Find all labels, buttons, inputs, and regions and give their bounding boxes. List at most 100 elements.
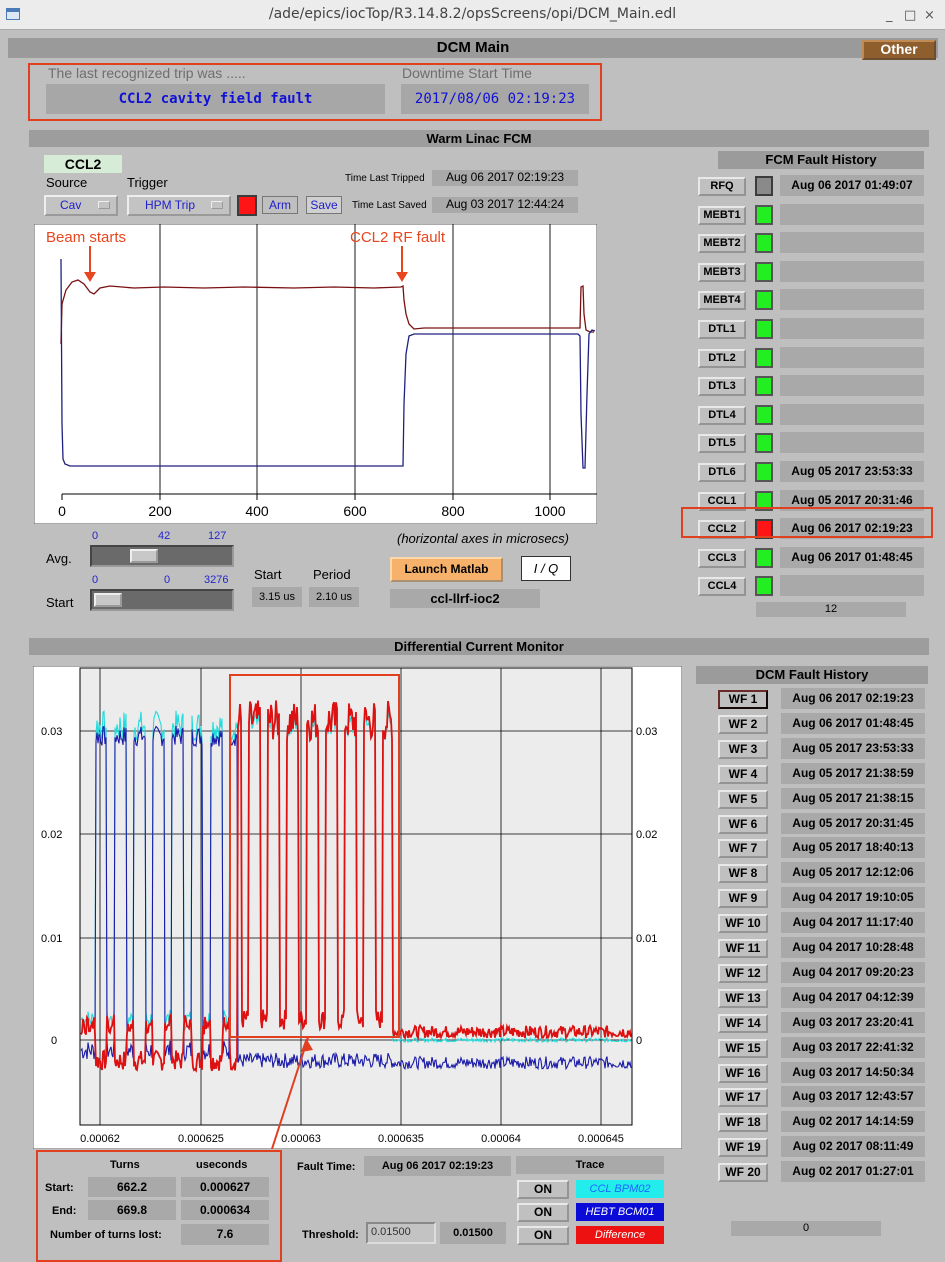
- dcm-x-tick: 0.00062: [80, 1133, 120, 1145]
- fcm-x-tick: 0: [58, 503, 66, 519]
- waveform-button[interactable]: WF 17: [718, 1088, 768, 1108]
- cavity-button[interactable]: CCL1: [698, 491, 746, 511]
- cavity-button[interactable]: CCL4: [698, 577, 746, 597]
- waveform-button[interactable]: WF 7: [718, 839, 768, 859]
- time-last-tripped-value: Aug 06 2017 02:19:23: [432, 170, 578, 186]
- trigger-menu[interactable]: HPM Trip: [127, 195, 231, 216]
- iq-button[interactable]: I / Q: [521, 556, 571, 581]
- waveform-button[interactable]: WF 18: [718, 1113, 768, 1133]
- cavity-button[interactable]: DTL1: [698, 320, 746, 339]
- cavity-button[interactable]: CCL3: [698, 548, 746, 568]
- waveform-button[interactable]: WF 13: [718, 988, 768, 1008]
- dcm-history-row: WF 16 Aug 03 2017 14:50:34: [718, 1061, 926, 1084]
- waveform-time: Aug 04 2017 10:28:48: [781, 937, 925, 958]
- time-last-saved-value: Aug 03 2017 12:44:24: [432, 197, 578, 213]
- cavity-status-led: [755, 347, 773, 368]
- waveform-button[interactable]: WF 16: [718, 1063, 768, 1083]
- dcm-x-tick: 0.00064: [481, 1133, 521, 1145]
- waveform-button[interactable]: WF 11: [718, 939, 768, 958]
- arm-button[interactable]: Arm: [262, 196, 298, 214]
- cavity-status-led: [755, 462, 773, 482]
- trace-on-button[interactable]: ON: [517, 1203, 569, 1222]
- fcm-plot-area: [34, 224, 597, 524]
- other-button[interactable]: Other: [862, 40, 936, 60]
- avg-max: 127: [208, 530, 227, 542]
- ioc-name: ccl-llrf-ioc2: [390, 589, 540, 608]
- dcm-y-tick: 0: [51, 1035, 57, 1047]
- cavity-button[interactable]: MEBT2: [698, 234, 746, 254]
- cavity-button[interactable]: MEBT4: [698, 291, 746, 311]
- waveform-time: Aug 04 2017 09:20:23: [781, 961, 925, 983]
- cavity-button[interactable]: DTL6: [698, 463, 746, 482]
- avg-slider[interactable]: [90, 545, 234, 567]
- window-titlebar: /ade/epics/iocTop/R3.14.8.2/opsScreens/o…: [0, 0, 945, 30]
- start-label: Start: [46, 595, 74, 610]
- waveform-button[interactable]: WF 15: [718, 1038, 768, 1058]
- waveform-button[interactable]: WF 19: [718, 1138, 768, 1158]
- launch-matlab-button[interactable]: Launch Matlab: [390, 557, 503, 582]
- last-trip-value: CCL2 cavity field fault: [46, 84, 385, 114]
- fault-time-value: Aug 06 2017 02:19:23: [364, 1156, 511, 1176]
- waveform-button[interactable]: WF 8: [718, 864, 768, 884]
- waveform-button[interactable]: WF 4: [718, 764, 768, 784]
- cavity-fault-time: [780, 260, 924, 282]
- cavity-button[interactable]: DTL3: [698, 377, 746, 397]
- threshold-label: Threshold:: [302, 1229, 359, 1241]
- cavity-button[interactable]: MEBT1: [698, 205, 746, 225]
- cavity-button[interactable]: DTL5: [698, 434, 746, 454]
- fcm-history-row: DTL1: [698, 318, 928, 340]
- minimize-icon[interactable]: _: [886, 8, 893, 23]
- save-button[interactable]: Save: [306, 196, 342, 214]
- waveform-time: Aug 06 2017 02:19:23: [781, 688, 925, 709]
- trace-on-button[interactable]: ON: [517, 1180, 569, 1199]
- waveform-button[interactable]: WF 10: [718, 914, 768, 934]
- cavity-button[interactable]: CCL2: [698, 520, 746, 540]
- waveform-button[interactable]: WF 3: [718, 739, 768, 759]
- dcm-history-row: WF 6 Aug 05 2017 20:31:45: [718, 812, 926, 835]
- cavity-button[interactable]: RFQ: [698, 177, 746, 196]
- waveform-time: Aug 05 2017 20:31:45: [781, 812, 925, 834]
- fcm-history-row: DTL4: [698, 403, 928, 426]
- fcm-amplitude-trace: [60, 279, 594, 345]
- waveform-button[interactable]: WF 12: [718, 963, 768, 983]
- waveform-button[interactable]: WF 5: [718, 789, 768, 809]
- threshold-input[interactable]: 0.01500: [366, 1222, 436, 1244]
- source-menu[interactable]: Cav: [44, 195, 118, 216]
- fcm-history-row: CCL4: [698, 575, 928, 597]
- trace-on-button[interactable]: ON: [517, 1226, 569, 1245]
- dcm-history-row: WF 11 Aug 04 2017 10:28:48: [718, 937, 926, 959]
- cavity-button[interactable]: DTL2: [698, 348, 746, 368]
- cavity-status-led: [755, 261, 773, 282]
- waveform-time: Aug 05 2017 21:38:15: [781, 787, 925, 809]
- cavity-button[interactable]: MEBT3: [698, 262, 746, 282]
- waveform-button[interactable]: WF 14: [718, 1013, 768, 1033]
- start-slider-thumb[interactable]: [94, 593, 122, 607]
- waveform-button[interactable]: WF 6: [718, 814, 768, 834]
- cavity-button[interactable]: DTL4: [698, 405, 746, 425]
- fcm-x-tick: 200: [148, 503, 172, 519]
- waveform-time: Aug 04 2017 04:12:39: [781, 986, 925, 1008]
- waveform-button[interactable]: WF 1: [718, 690, 768, 709]
- waveform-time: Aug 05 2017 21:38:59: [781, 762, 925, 784]
- maximize-icon[interactable]: □: [904, 8, 917, 23]
- waveform-button[interactable]: WF 20: [718, 1163, 768, 1183]
- header-bar: DCM Main: [8, 38, 938, 58]
- dcm-x-tick: 0.00063: [281, 1133, 321, 1145]
- start-turns: 662.2: [88, 1177, 176, 1197]
- cavity-fault-time: Aug 05 2017 20:31:46: [780, 489, 924, 511]
- dcm-history-row: WF 14 Aug 03 2017 23:20:41: [718, 1011, 926, 1034]
- dcm-history-row: WF 20 Aug 02 2017 01:27:01: [718, 1161, 926, 1183]
- trace-hebt-bcm01: [80, 725, 632, 1071]
- start-col-label: Start: [254, 567, 282, 582]
- avg-slider-thumb[interactable]: [130, 549, 159, 563]
- waveform-button[interactable]: WF 9: [718, 889, 768, 909]
- start-slider[interactable]: [90, 589, 234, 611]
- cavity-fault-time: [780, 375, 924, 397]
- waveform-time: Aug 04 2017 19:10:05: [781, 887, 925, 909]
- cavity-status-led: [755, 204, 773, 225]
- close-icon[interactable]: ×: [924, 8, 935, 23]
- fcm-x-ticks: [61, 494, 551, 500]
- fcm-waveform-plot: 0 200 400 600 800 1000 Beam starts CCL2 …: [34, 224, 597, 524]
- waveform-button[interactable]: WF 2: [718, 714, 768, 734]
- cavity-status-led: [755, 547, 773, 568]
